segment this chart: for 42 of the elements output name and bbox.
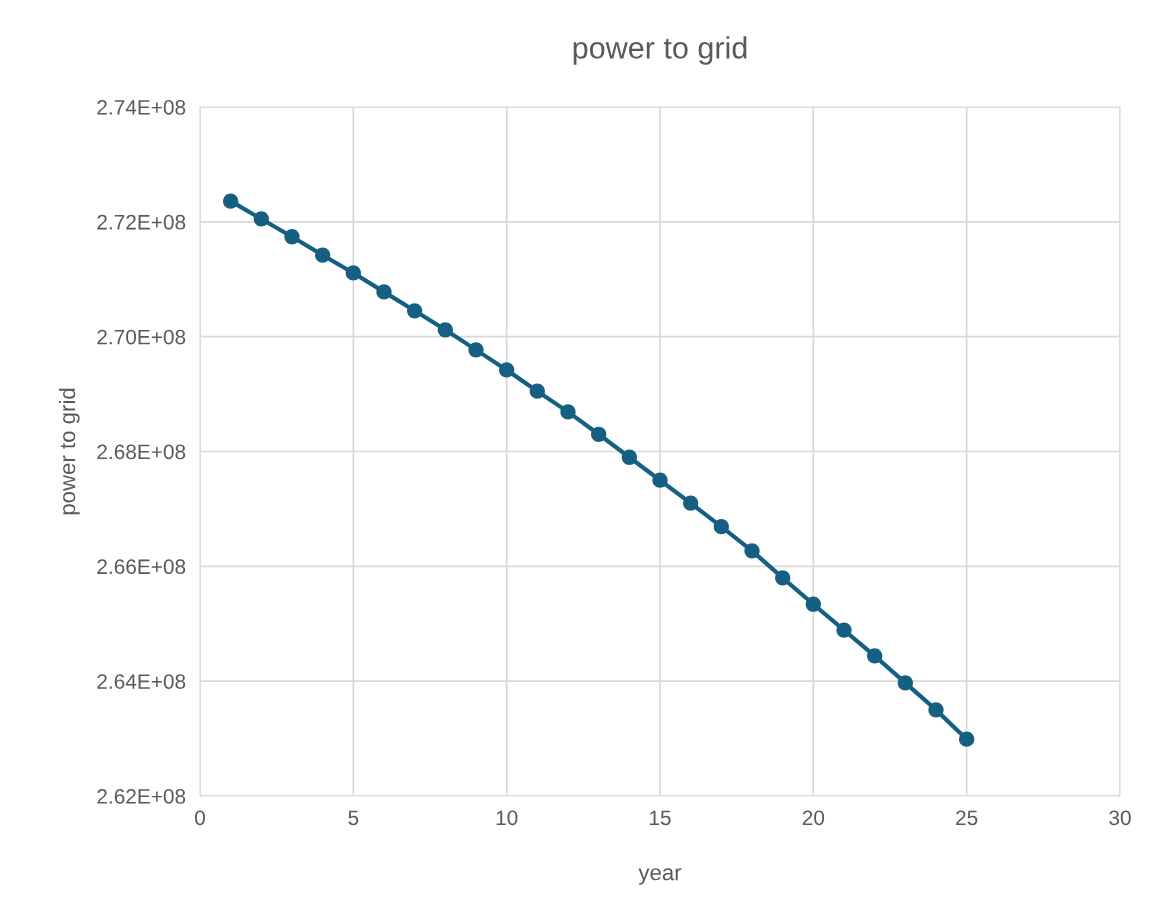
x-tick-label: 20 <box>802 810 825 826</box>
point <box>897 675 913 691</box>
point <box>376 284 392 300</box>
y-axis-title: power to grid <box>58 388 80 515</box>
point <box>284 229 300 245</box>
y-tick-label: 2.74E+08 <box>97 100 186 115</box>
y-tick-label: 2.64E+08 <box>97 674 186 689</box>
point <box>407 303 423 319</box>
y-tick-label: 2.68E+08 <box>97 444 186 460</box>
point <box>744 543 760 559</box>
point <box>621 449 637 465</box>
point <box>437 322 453 338</box>
point <box>560 404 576 420</box>
point <box>652 472 668 488</box>
point <box>499 362 515 378</box>
point <box>253 211 269 227</box>
point <box>959 731 975 747</box>
x-tick-label: 25 <box>956 810 978 826</box>
point <box>529 383 545 399</box>
y-tick-label: 2.66E+08 <box>97 559 186 575</box>
x-axis-title: year <box>638 868 682 885</box>
point <box>928 702 944 718</box>
x-tick-label: 0 <box>195 810 205 826</box>
point <box>775 570 791 586</box>
y-tick-label: 2.62E+08 <box>97 789 186 804</box>
point <box>345 265 361 281</box>
point <box>836 622 852 638</box>
point <box>713 519 729 535</box>
point <box>805 596 821 612</box>
y-tick-label: 2.70E+08 <box>97 329 186 345</box>
point <box>683 495 699 511</box>
x-tick-label: 30 <box>1109 810 1131 826</box>
y-tick-label: 2.72E+08 <box>97 214 186 230</box>
point <box>315 247 331 263</box>
point <box>223 193 239 209</box>
point <box>468 342 484 358</box>
x-tick-label: 15 <box>650 810 671 826</box>
point <box>867 648 883 664</box>
x-tick-label: 5 <box>348 810 359 826</box>
chart-title: power to grid <box>573 36 747 65</box>
point <box>591 426 607 442</box>
x-tick-label: 10 <box>496 810 518 826</box>
